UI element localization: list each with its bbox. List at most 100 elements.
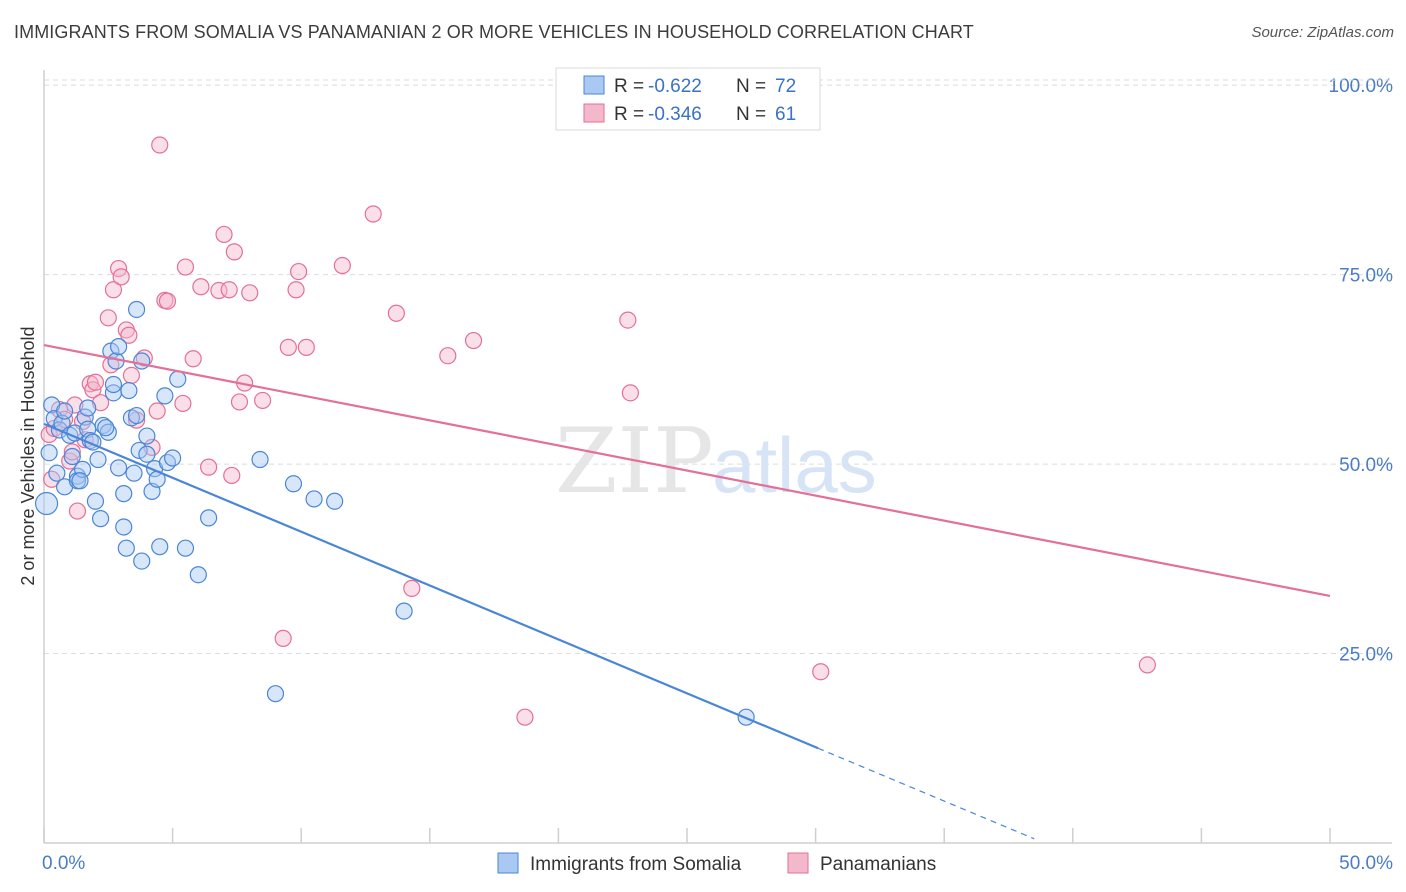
point-somalia	[200, 509, 218, 527]
legend-stats: R = -0.622 N = 72 R = -0.346 N = 61	[555, 67, 821, 131]
point-somalia	[305, 490, 323, 508]
source-label: Source: ZipAtlas.com	[1251, 24, 1394, 41]
point-somalia	[86, 492, 105, 510]
point-panama	[192, 278, 210, 296]
point-panama	[63, 443, 81, 461]
legend-r-label-panama: R =	[614, 104, 644, 125]
point-somalia	[156, 387, 174, 405]
legend-r-label-somalia: R =	[614, 76, 644, 97]
point-panama	[184, 350, 202, 368]
x-tick-label-min: 0.0%	[42, 853, 85, 874]
point-panama	[176, 258, 195, 276]
point-panama	[287, 281, 305, 299]
x-tick-label-max: 50.0%	[1339, 853, 1393, 874]
y-axis-label: 2 or more Vehicles in Household	[18, 326, 38, 585]
point-panama	[174, 394, 192, 413]
point-panama	[86, 373, 105, 391]
point-somalia	[125, 464, 143, 482]
point-somalia	[164, 449, 182, 467]
trend-panama	[43, 344, 1331, 598]
point-somalia	[326, 492, 344, 510]
point-panama	[297, 338, 315, 356]
point-somalia	[55, 402, 74, 420]
legend-n-value-somalia: 72	[775, 76, 796, 97]
point-panama	[66, 396, 84, 414]
point-panama	[241, 284, 259, 302]
point-somalia	[40, 444, 58, 462]
point-somalia	[89, 450, 107, 469]
point-panama	[387, 304, 405, 322]
point-somalia	[48, 464, 66, 482]
watermark-atlas: atlas	[712, 421, 877, 509]
point-panama	[464, 331, 483, 350]
legend-bottom-panama: Panamanians	[820, 854, 936, 875]
point-somalia	[91, 510, 110, 528]
legend-bottom: Immigrants from Somalia Panamanians	[497, 852, 936, 875]
point-panama	[135, 349, 153, 367]
legend-n-label-panama: N =	[736, 104, 766, 125]
point-somalia	[138, 427, 156, 445]
point-panama	[364, 205, 382, 223]
point-panama	[215, 225, 233, 244]
point-panama	[403, 579, 421, 597]
point-somalia	[71, 472, 89, 490]
point-panama	[158, 292, 177, 310]
point-somalia	[395, 602, 413, 620]
point-somalia	[266, 685, 285, 703]
point-somalia	[63, 447, 81, 466]
point-panama	[516, 708, 534, 726]
legend-r-value-panama: -0.346	[648, 104, 702, 125]
point-panama	[1138, 656, 1156, 674]
point-panama	[148, 402, 166, 420]
point-somalia	[97, 419, 115, 437]
chart-title: IMMIGRANTS FROM SOMALIA VS PANAMANIAN 2 …	[14, 22, 974, 42]
point-panama	[333, 256, 351, 275]
point-panama	[225, 243, 243, 261]
point-somalia	[189, 566, 207, 584]
point-panama	[254, 391, 272, 410]
trend-somalia	[43, 422, 819, 750]
legend-swatch-panama	[583, 103, 605, 123]
point-somalia	[138, 445, 156, 463]
point-somalia	[34, 491, 59, 516]
point-panama	[68, 502, 87, 520]
watermark-zip: ZIP	[555, 409, 714, 514]
legend-bottom-somalia: Immigrants from Somalia	[530, 854, 742, 875]
point-panama	[230, 393, 249, 411]
point-panama	[621, 384, 640, 402]
point-panama	[120, 326, 138, 344]
point-panama	[812, 663, 830, 681]
point-somalia	[104, 375, 123, 394]
point-somalia	[133, 352, 151, 370]
point-somalia	[115, 518, 133, 536]
y-tick-label: 50.0%	[1339, 455, 1393, 476]
point-panama	[290, 262, 308, 281]
point-somalia	[115, 485, 133, 503]
point-somalia	[127, 406, 146, 425]
point-somalia	[117, 539, 135, 557]
point-panama	[619, 311, 637, 329]
point-somalia	[133, 552, 151, 570]
legend-n-label-somalia: N =	[736, 76, 766, 97]
legend-bottom-swatch-somalia	[497, 852, 519, 874]
point-panama	[151, 136, 169, 154]
point-somalia	[158, 453, 177, 472]
point-panama	[439, 347, 457, 365]
point-somalia	[99, 423, 117, 441]
legend-n-value-panama: 61	[775, 104, 796, 125]
point-somalia	[120, 381, 138, 400]
point-panama	[112, 268, 130, 286]
point-somalia	[151, 538, 169, 556]
point-somalia	[284, 475, 303, 493]
point-panama	[91, 394, 110, 412]
legend-bottom-swatch-panama	[787, 852, 809, 874]
point-panama	[104, 281, 123, 299]
y-tick-label: 25.0%	[1339, 645, 1393, 666]
point-somalia	[169, 370, 187, 388]
point-panama	[220, 281, 238, 299]
legend-swatch-somalia	[583, 75, 605, 95]
point-somalia	[109, 459, 128, 477]
point-panama	[274, 629, 292, 647]
y-tick-label: 100.0%	[1329, 76, 1394, 97]
